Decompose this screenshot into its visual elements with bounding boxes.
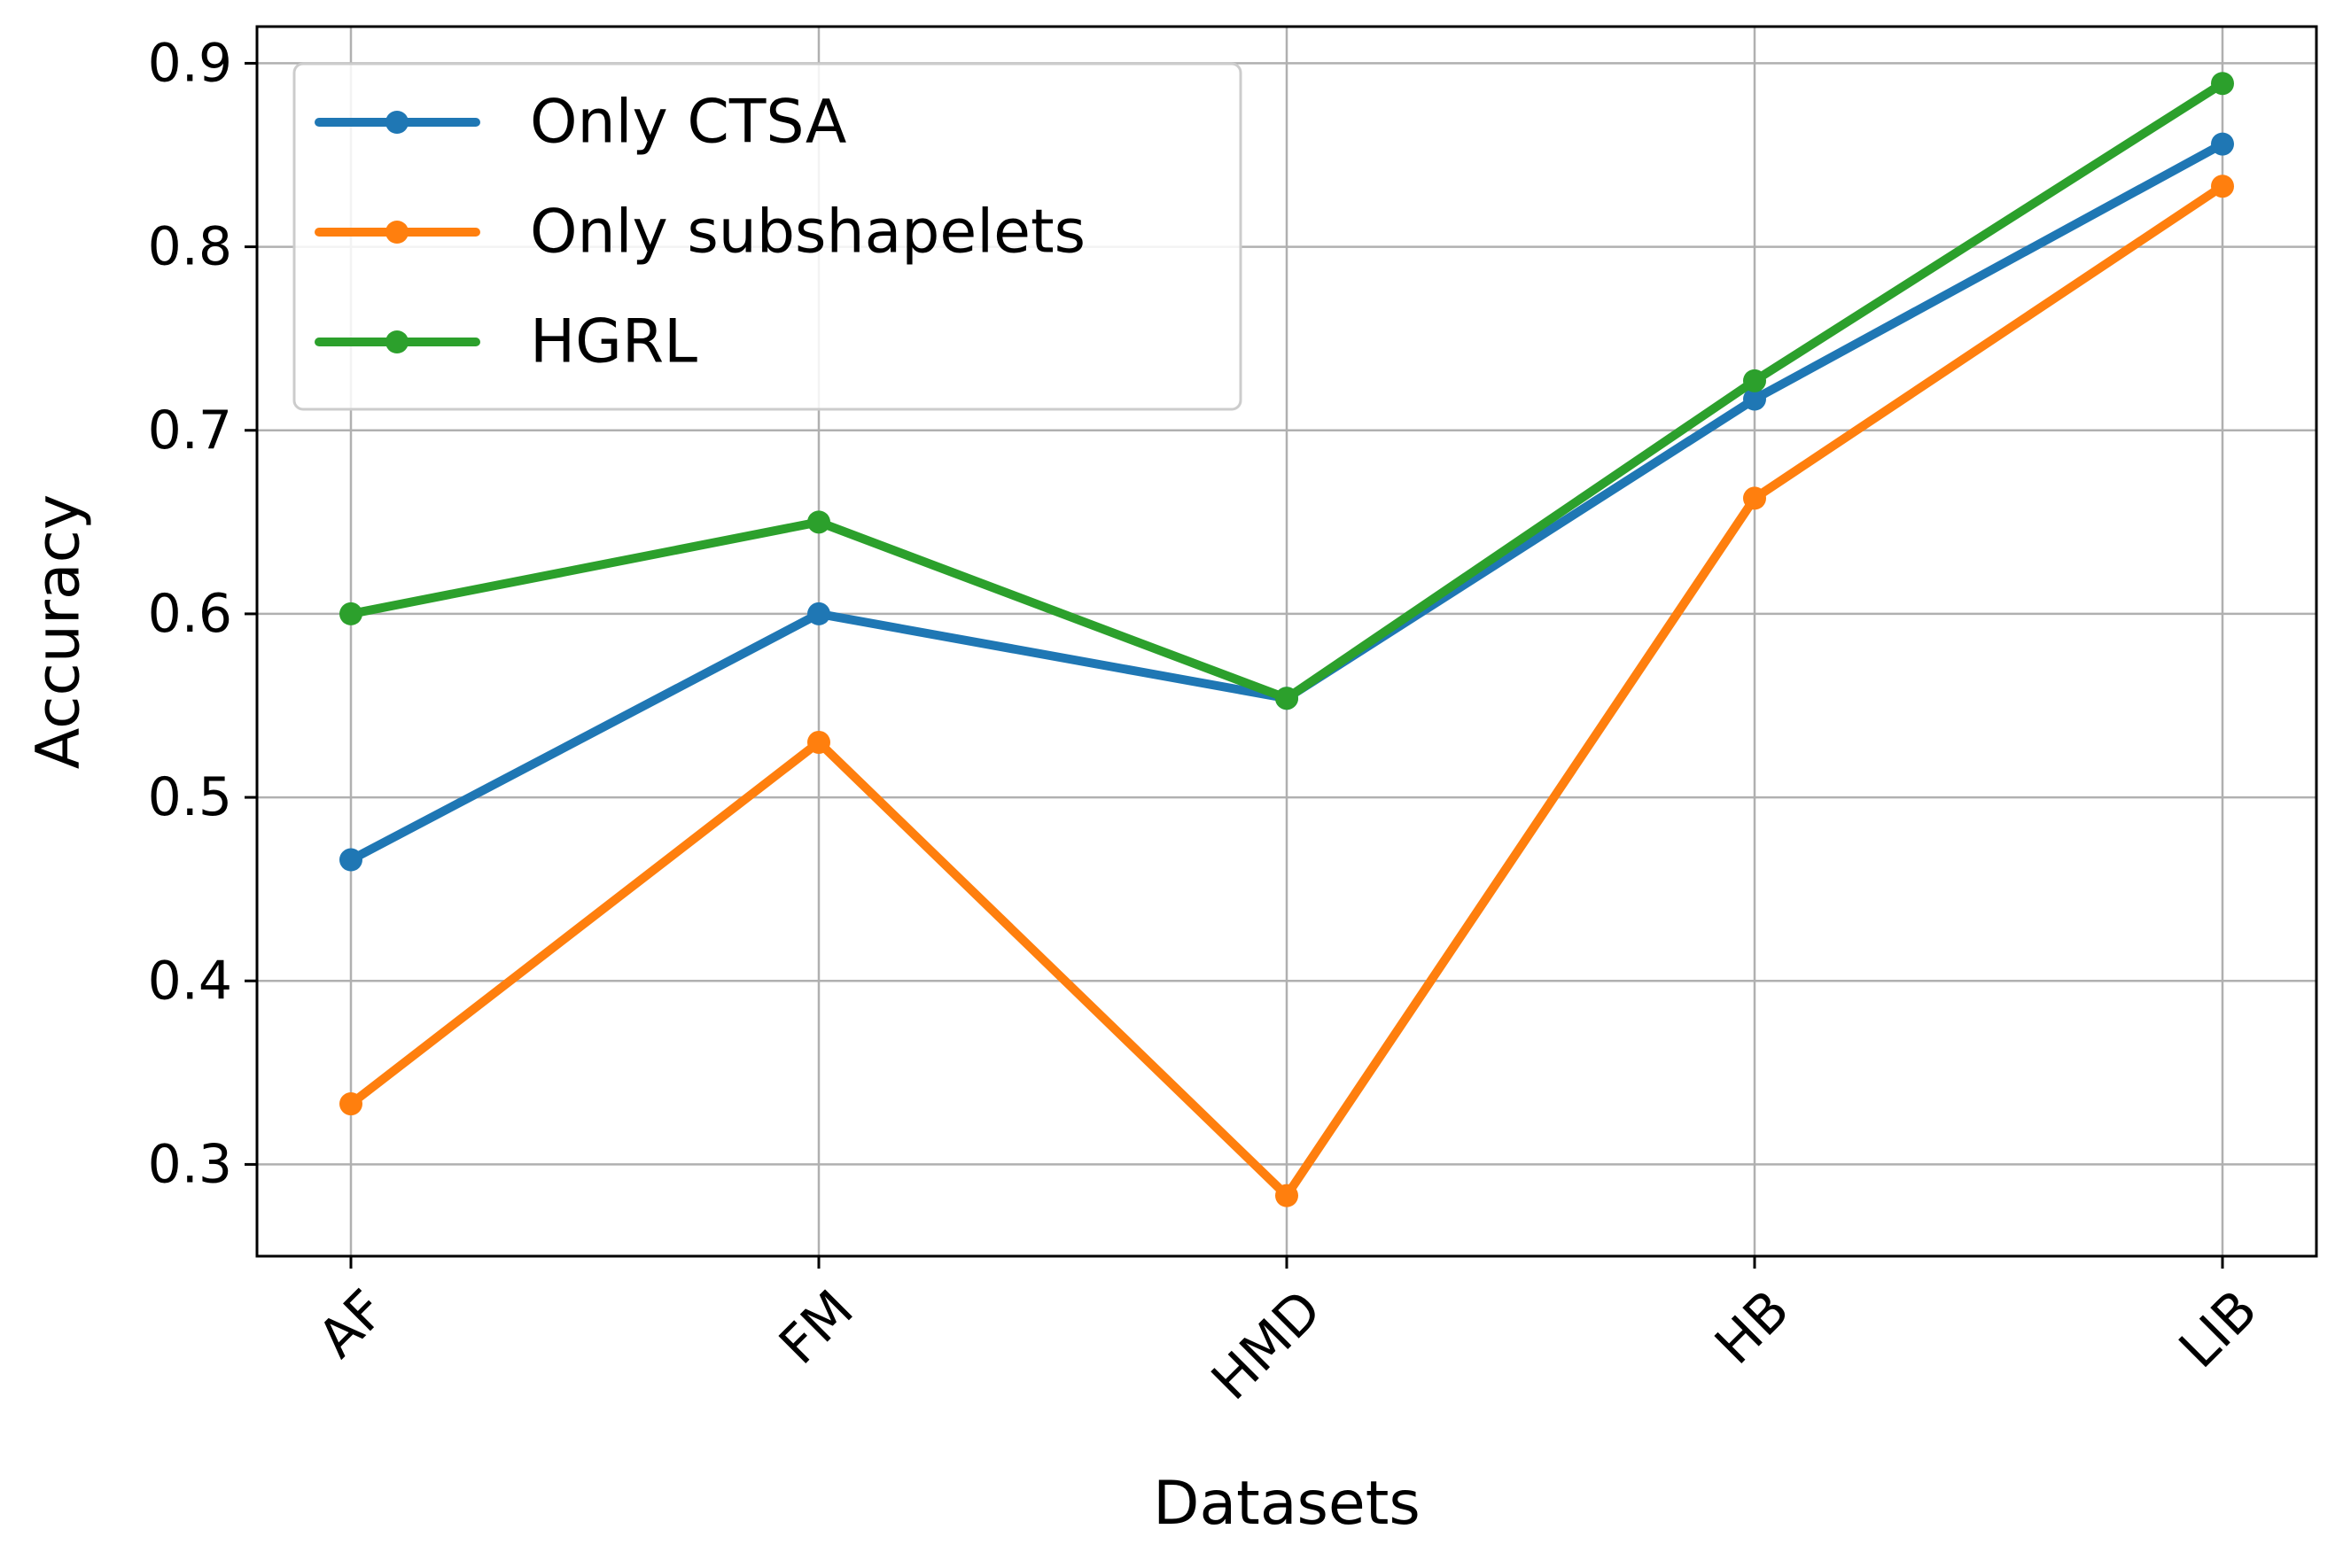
data-point [339,848,362,872]
series-layer [339,72,2234,1207]
y-tick-label: 0.8 [148,216,232,278]
y-tick-label: 0.6 [148,583,232,645]
legend-box [292,62,1242,411]
legend-label: Only subshapelets [530,198,1086,268]
data-point [339,1092,362,1116]
data-point [1743,369,1766,392]
data-point [339,602,362,625]
y-tick-label: 0.9 [148,32,232,94]
legend-marker [385,330,409,353]
legend-marker [385,111,409,134]
y-tick-label: 0.7 [148,400,232,462]
legend-label: HGRL [530,307,697,377]
data-point [807,602,830,625]
y-tick-label: 0.5 [148,766,232,828]
data-point [1743,387,1766,411]
x-tick-label: HMD [1200,1278,1334,1412]
series-only-subshapelets [339,175,2234,1207]
legend-marker [385,221,409,244]
x-axis-label: Datasets [1153,1469,1421,1539]
x-tick-label: AF [307,1278,398,1370]
legend: Only CTSA Only subshapelets HGRL [292,62,1242,411]
data-point [1275,687,1298,710]
y-tick-label: 0.4 [148,950,232,1012]
data-point [2211,72,2234,96]
data-point [1743,486,1766,510]
x-axis-ticks: AF FM HMD HB LIB [307,1256,2269,1412]
x-tick-label: FM [767,1278,866,1377]
data-point [2211,132,2234,156]
data-point [807,730,830,754]
x-tick-label: HB [1703,1278,1802,1377]
series-hgrl [339,72,2234,710]
legend-label: Only CTSA [530,88,846,158]
y-tick-label: 0.3 [148,1133,232,1195]
y-axis-label: Accuracy [24,494,94,769]
data-point [807,510,830,534]
y-axis-ticks: 0.3 0.4 0.5 0.6 0.7 0.8 0.9 [148,32,257,1195]
data-point [1275,1184,1298,1207]
data-point [2211,175,2234,198]
x-tick-label: LIB [2168,1278,2269,1380]
